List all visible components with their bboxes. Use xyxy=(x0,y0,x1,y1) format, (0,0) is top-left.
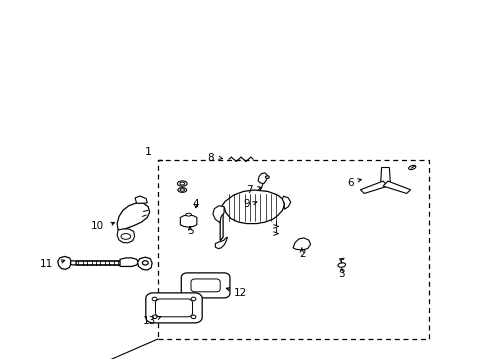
Polygon shape xyxy=(120,258,138,266)
Bar xyxy=(158,160,428,339)
Text: 8: 8 xyxy=(207,153,213,163)
Ellipse shape xyxy=(121,234,130,239)
Polygon shape xyxy=(220,190,284,241)
Ellipse shape xyxy=(142,261,148,265)
Ellipse shape xyxy=(178,188,186,192)
Text: 12: 12 xyxy=(233,288,247,297)
Text: 11: 11 xyxy=(40,259,53,269)
Polygon shape xyxy=(212,206,224,223)
Polygon shape xyxy=(135,196,147,203)
Ellipse shape xyxy=(265,176,269,179)
Text: 4: 4 xyxy=(192,199,199,209)
Polygon shape xyxy=(282,196,290,209)
Ellipse shape xyxy=(180,189,184,191)
Ellipse shape xyxy=(152,315,157,319)
Ellipse shape xyxy=(191,315,196,319)
Polygon shape xyxy=(380,167,389,184)
Text: 6: 6 xyxy=(346,178,353,188)
Polygon shape xyxy=(117,229,134,243)
Polygon shape xyxy=(58,256,71,269)
Polygon shape xyxy=(145,293,202,323)
Polygon shape xyxy=(258,173,267,184)
Polygon shape xyxy=(181,273,229,298)
Polygon shape xyxy=(292,238,310,250)
Polygon shape xyxy=(180,215,197,227)
Ellipse shape xyxy=(177,181,187,186)
Ellipse shape xyxy=(152,297,157,301)
Polygon shape xyxy=(191,279,220,292)
Ellipse shape xyxy=(408,165,415,170)
Polygon shape xyxy=(360,181,387,193)
Text: 2: 2 xyxy=(299,249,305,259)
Text: 9: 9 xyxy=(243,199,250,209)
Ellipse shape xyxy=(191,297,196,301)
Ellipse shape xyxy=(185,213,191,216)
Polygon shape xyxy=(117,203,149,230)
Text: 13: 13 xyxy=(142,316,156,326)
Polygon shape xyxy=(137,257,152,270)
Ellipse shape xyxy=(380,181,389,186)
Text: 7: 7 xyxy=(245,185,252,195)
Text: 5: 5 xyxy=(186,226,193,236)
Ellipse shape xyxy=(258,196,267,202)
Ellipse shape xyxy=(337,263,345,267)
Polygon shape xyxy=(382,181,410,193)
Ellipse shape xyxy=(70,261,76,265)
Ellipse shape xyxy=(180,182,184,185)
Text: 10: 10 xyxy=(91,221,104,231)
Text: 3: 3 xyxy=(338,269,345,279)
Polygon shape xyxy=(215,237,227,249)
Polygon shape xyxy=(155,299,192,317)
Text: 1: 1 xyxy=(145,147,152,157)
